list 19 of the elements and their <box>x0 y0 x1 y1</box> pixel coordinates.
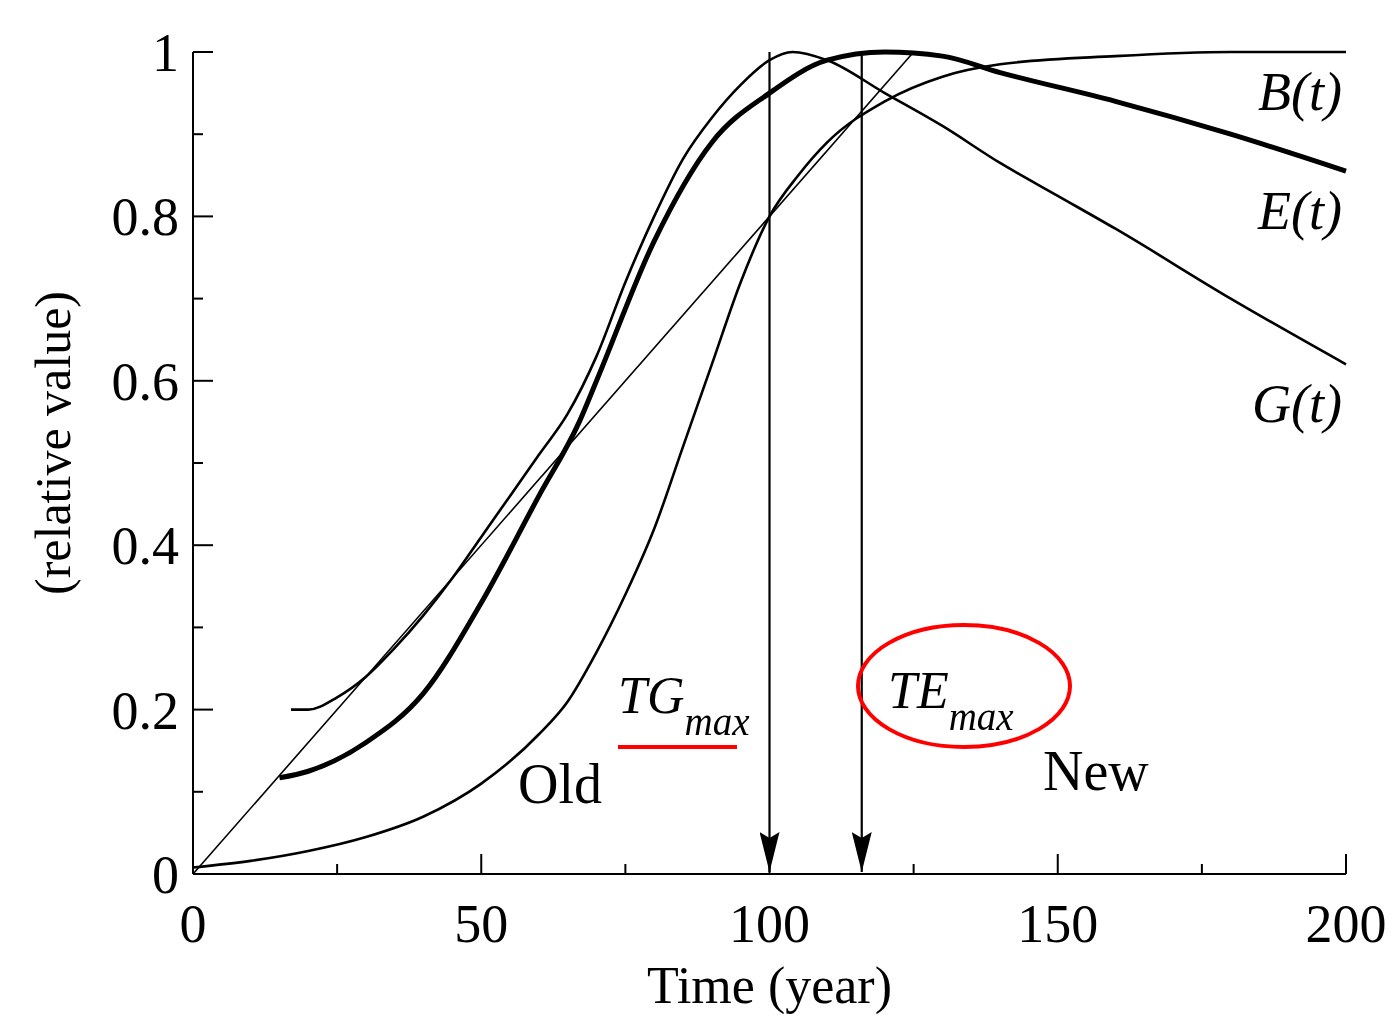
x-tick-label: 200 <box>1305 894 1387 954</box>
series-label: B(t) <box>1258 62 1342 122</box>
y-tick-label: 0.6 <box>111 351 179 412</box>
y-tick-label: 0.4 <box>111 516 179 577</box>
x-tick-label: 50 <box>454 894 509 954</box>
annotation: New <box>1043 740 1150 802</box>
series-label: E(t) <box>1257 181 1342 242</box>
y-tick-label: 0.8 <box>111 187 179 248</box>
y-tick-label: 0 <box>152 844 179 905</box>
annotation: TE$_{max}$ <box>888 662 1015 738</box>
y-axis-title: (relative value) <box>25 291 81 595</box>
y-tick-label: 1 <box>152 22 179 83</box>
x-tick-label: 150 <box>1017 894 1099 954</box>
annotation: TG$_{max}$ <box>618 667 751 743</box>
y-tick-label: 0.2 <box>111 680 179 741</box>
series-label: G(t) <box>1252 374 1342 435</box>
x-tick-label: 100 <box>729 894 810 954</box>
annotation: Old <box>518 753 602 815</box>
x-axis-title: Time (year) <box>646 957 893 1015</box>
